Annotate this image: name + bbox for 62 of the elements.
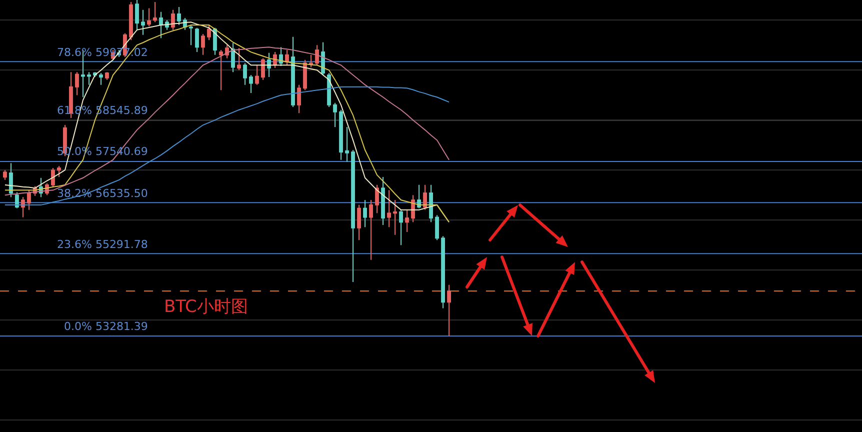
candlestick (435, 214, 439, 241)
candlestick (15, 192, 19, 209)
candlestick (189, 24, 193, 46)
candlestick (99, 72, 103, 86)
candlestick (171, 9, 175, 30)
candlestick (351, 150, 355, 282)
candlestick (147, 8, 151, 27)
candlestick (387, 190, 391, 228)
candlestick (261, 58, 265, 80)
candlestick (231, 42, 235, 73)
candlestick (381, 176, 385, 226)
candlestick (333, 102, 337, 128)
candlestick (369, 200, 373, 260)
candlestick (213, 27, 217, 56)
candlestick (315, 44, 319, 66)
candlestick (375, 184, 379, 214)
candlestick (285, 50, 289, 66)
candlestick (321, 42, 325, 76)
candlestick (267, 52, 271, 78)
candlestick (201, 34, 205, 56)
candlestick (309, 54, 313, 68)
candlestick (291, 36, 295, 108)
candlestick (243, 62, 247, 86)
candlestick (357, 204, 361, 241)
ref-line-label: 0.0% 53281.39 (64, 320, 148, 333)
candlestick (153, 2, 157, 23)
candlestick (21, 196, 25, 218)
ref-line-label: 23.6% 55291.78 (57, 238, 148, 251)
candlestick (57, 166, 61, 178)
candlestick (207, 24, 211, 41)
annotation: BTC小时图 (164, 297, 248, 317)
candlestick (297, 84, 301, 114)
candlestick (303, 59, 307, 91)
candlestick (141, 9, 145, 36)
candlestick (399, 209, 403, 246)
candlestick (429, 184, 433, 223)
candlestick (255, 64, 259, 86)
candlestick (27, 190, 31, 210)
candlestick (405, 209, 409, 232)
candlestick (339, 109, 343, 160)
candlestick (135, 0, 139, 30)
candlestick (9, 162, 13, 198)
candlestick (279, 46, 283, 66)
candlestick (423, 184, 427, 210)
candlestick (441, 236, 445, 309)
candlestick (393, 200, 397, 236)
candlestick (345, 126, 349, 162)
candlestick (75, 72, 79, 96)
candlestick (219, 50, 223, 91)
candlestick (3, 170, 7, 180)
candlestick (363, 200, 367, 228)
candlestick (177, 6, 181, 26)
candlestick (249, 74, 253, 94)
candlestick (447, 284, 451, 337)
candlestick (87, 72, 91, 86)
candlestick (159, 11, 163, 39)
candlestick (51, 168, 55, 188)
candlestick (105, 72, 109, 80)
candlestick (129, 2, 133, 41)
candlestick (195, 27, 199, 53)
candlestick (237, 47, 241, 71)
candlestick (417, 184, 421, 209)
